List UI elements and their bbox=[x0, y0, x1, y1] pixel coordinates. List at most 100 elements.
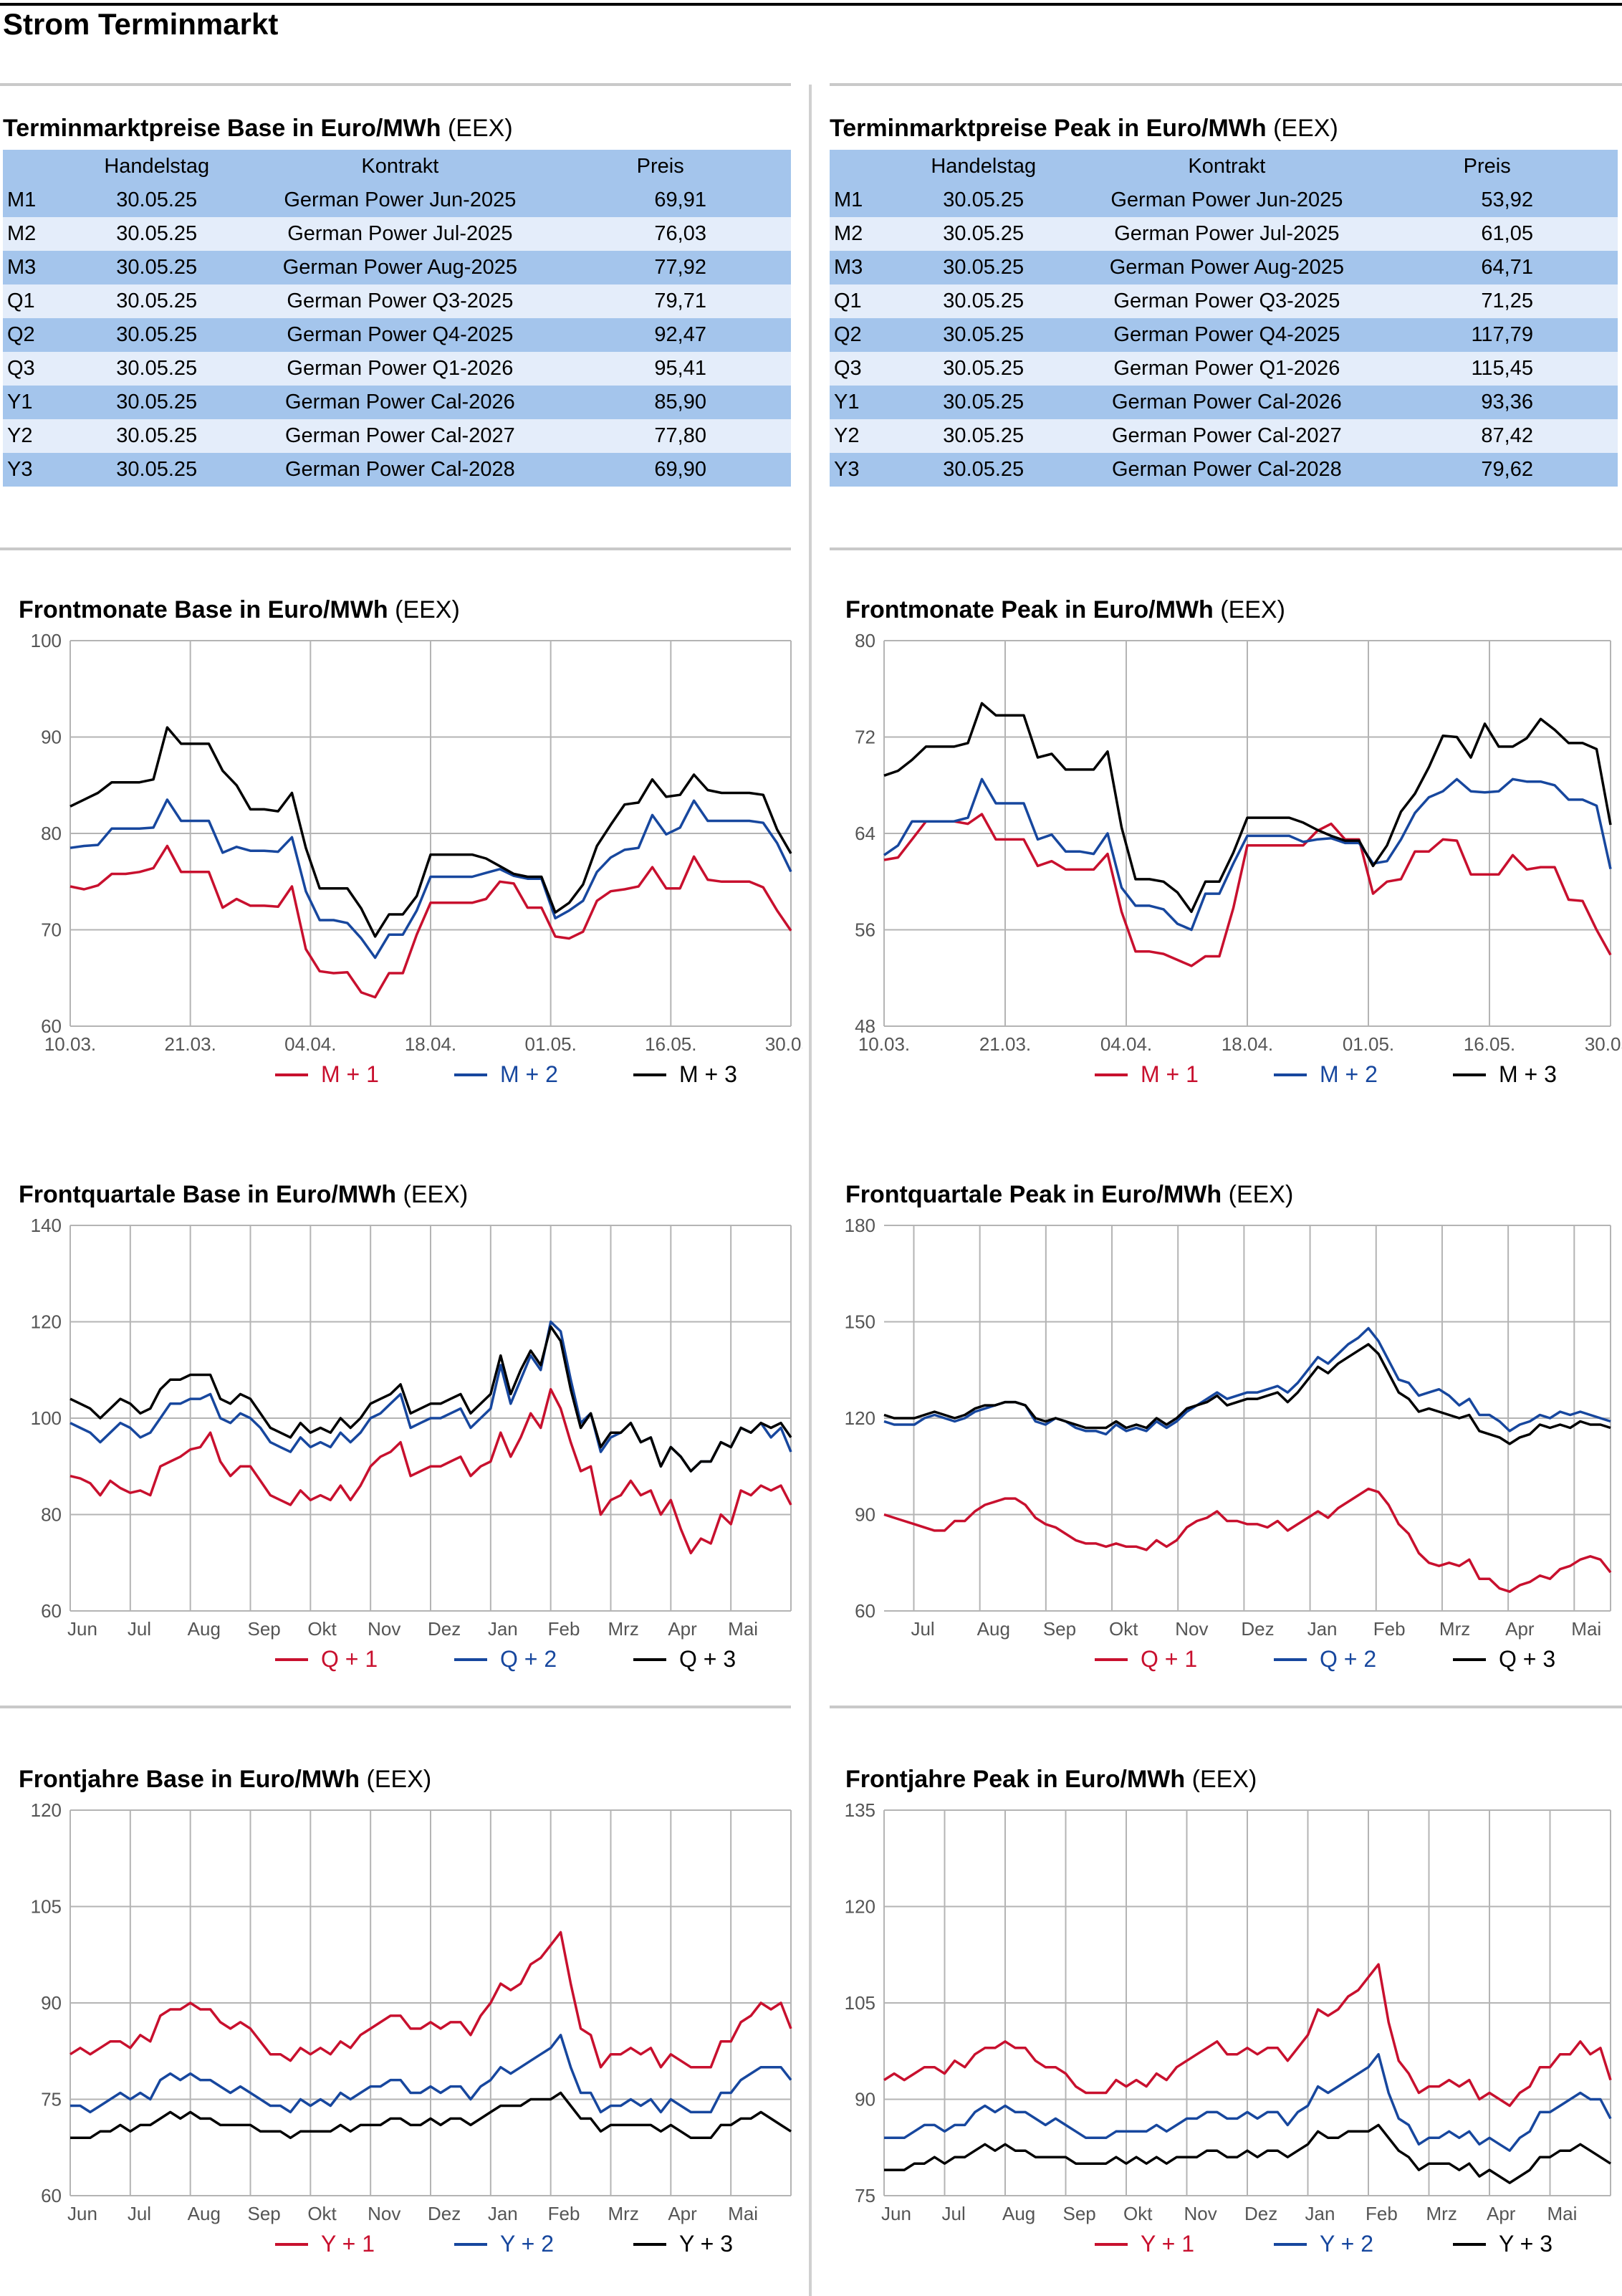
separator bbox=[830, 547, 1622, 550]
chart-title-main: Frontmonate Peak in Euro/MWh bbox=[845, 596, 1214, 623]
legend-label: Q + 2 bbox=[500, 1646, 557, 1672]
legend-label: Y + 1 bbox=[1141, 2231, 1194, 2257]
y-tick-label: 120 bbox=[845, 1407, 875, 1429]
x-tick-label: Apr bbox=[668, 1618, 697, 1640]
y-tick-label: 105 bbox=[845, 1992, 875, 2014]
y-tick-label: 140 bbox=[31, 1215, 62, 1236]
table-row: Q2 30.05.25 German Power Q4-2025 92,47 bbox=[3, 318, 791, 352]
table-cell: 53,92 bbox=[1399, 183, 1618, 217]
x-tick-label: Nov bbox=[368, 1618, 400, 1640]
legend-label: M + 2 bbox=[500, 1061, 558, 1087]
table-cell: German Power Cal-2028 bbox=[1054, 453, 1400, 487]
table-cell: 30.05.25 bbox=[913, 217, 1055, 251]
peak-prices-section: Terminmarktpreise Peak in Euro/MWh (EEX)… bbox=[830, 115, 1618, 487]
chart-svg: Frontmonate Base in Euro/MWh (EEX) 60 70 80… bbox=[19, 596, 817, 1087]
chart-title-main: Frontquartale Base in Euro/MWh bbox=[19, 1181, 396, 1208]
table-header: Handelstag bbox=[913, 150, 1055, 183]
table-cell: 30.05.25 bbox=[913, 251, 1055, 284]
table-cell: 71,25 bbox=[1399, 284, 1618, 318]
chart-frontjahre-base: Frontjahre Base in Euro/MWh (EEX) 60 75 90 1… bbox=[0, 1757, 802, 2287]
x-tick-label: Jul bbox=[911, 1618, 934, 1640]
x-tick-label: Feb bbox=[1373, 1618, 1406, 1640]
series-line-y3 bbox=[70, 2091, 792, 2140]
chart-title-source: (EEX) bbox=[388, 596, 460, 623]
x-tick-label: Dez bbox=[1244, 2203, 1277, 2224]
x-tick-label: Aug bbox=[977, 1618, 1010, 1640]
y-tick-label: 150 bbox=[845, 1311, 875, 1333]
table-cell: 77,92 bbox=[572, 251, 791, 284]
legend-label: Q + 3 bbox=[1499, 1646, 1555, 1672]
x-tick-label: Mai bbox=[1547, 2203, 1578, 2224]
table-cell: German Power Q3-2025 bbox=[227, 284, 573, 318]
x-tick-label: 18.04. bbox=[405, 1033, 456, 1055]
x-tick-label: Jan bbox=[1307, 1618, 1338, 1640]
y-tick-label: 105 bbox=[31, 1896, 62, 1918]
legend-label: Q + 1 bbox=[321, 1646, 378, 1672]
table-cell: 30.05.25 bbox=[86, 386, 228, 419]
table-cell: 69,91 bbox=[572, 183, 791, 217]
y-tick-label: 180 bbox=[845, 1215, 875, 1236]
table-cell: 30.05.25 bbox=[86, 352, 228, 386]
table-cell: 30.05.25 bbox=[86, 453, 228, 487]
x-tick-label: Feb bbox=[548, 1618, 580, 1640]
table-cell: German Power Aug-2025 bbox=[227, 251, 573, 284]
table-cell: German Power Cal-2028 bbox=[227, 453, 573, 487]
y-tick-label: 100 bbox=[31, 630, 62, 651]
y-tick-label: 100 bbox=[31, 1407, 62, 1429]
chart-title-main: Frontquartale Peak in Euro/MWh bbox=[845, 1181, 1222, 1208]
x-tick-label: Feb bbox=[1366, 2203, 1398, 2224]
table-row: Y1 30.05.25 German Power Cal-2026 85,90 bbox=[3, 386, 791, 419]
y-tick-label: 60 bbox=[41, 1015, 62, 1037]
chart-frontquartale-peak: Frontquartale Peak in Euro/MWh (EEX) 60 90… bbox=[824, 1172, 1622, 1703]
legend-label: Y + 3 bbox=[679, 2231, 733, 2257]
x-tick-label: Dez bbox=[428, 1618, 461, 1640]
y-tick-label: 75 bbox=[41, 2089, 62, 2110]
x-tick-label: Jan bbox=[488, 1618, 518, 1640]
x-tick-label: 01.05. bbox=[525, 1033, 577, 1055]
legend-label: Y + 3 bbox=[1499, 2231, 1553, 2257]
table-cell: German Power Jun-2025 bbox=[1054, 183, 1400, 217]
x-tick-label: Sep bbox=[248, 2203, 281, 2224]
legend-label: Q + 3 bbox=[679, 1646, 736, 1672]
table-header: Kontrakt bbox=[1054, 150, 1400, 183]
chart-title-source: (EEX) bbox=[1214, 596, 1285, 623]
series-line-q1 bbox=[883, 1487, 1612, 1593]
series-line-m2 bbox=[69, 798, 792, 960]
x-tick-label: Jun bbox=[67, 1618, 97, 1640]
x-tick-label: 21.03. bbox=[979, 1033, 1031, 1055]
chart-title-source: (EEX) bbox=[360, 1766, 431, 1793]
legend-label: Q + 2 bbox=[1320, 1646, 1376, 1672]
table-cell: M3 bbox=[830, 251, 913, 284]
separator bbox=[0, 83, 791, 86]
table-cell: 79,71 bbox=[572, 284, 791, 318]
chart-title-source: (EEX) bbox=[1185, 1766, 1257, 1793]
x-tick-label: 10.03. bbox=[858, 1033, 910, 1055]
y-tick-label: 48 bbox=[855, 1015, 875, 1037]
x-tick-label: Apr bbox=[668, 2203, 697, 2224]
x-tick-label: Aug bbox=[188, 2203, 221, 2224]
y-tick-label: 56 bbox=[855, 919, 875, 941]
chart-svg: Frontmonate Peak in Euro/MWh (EEX) 48 56 64… bbox=[845, 596, 1622, 1087]
chart-title: Frontmonate Base in Euro/MWh (EEX) bbox=[19, 596, 460, 623]
base-prices-table: Handelstag Kontrakt Preis M1 30.05.25 German … bbox=[3, 150, 791, 487]
y-tick-label: 90 bbox=[855, 2089, 875, 2110]
x-tick-label: Jun bbox=[881, 2203, 911, 2224]
x-tick-label: 04.04. bbox=[284, 1033, 336, 1055]
x-tick-label: Mrz bbox=[608, 2203, 639, 2224]
chart-svg: Frontquartale Base in Euro/MWh (EEX) 60 80… bbox=[19, 1181, 792, 1672]
y-tick-label: 90 bbox=[41, 1992, 62, 2014]
series-line-y2 bbox=[884, 2052, 1612, 2152]
legend-label: Q + 1 bbox=[1141, 1646, 1197, 1672]
table-cell: 69,90 bbox=[572, 453, 791, 487]
x-tick-label: Mrz bbox=[608, 1618, 639, 1640]
series-line-y1 bbox=[883, 1963, 1612, 2108]
y-tick-label: 70 bbox=[41, 919, 62, 941]
table-cell: 30.05.25 bbox=[86, 251, 228, 284]
series-line-q3 bbox=[883, 1343, 1611, 1445]
table-cell: 30.05.25 bbox=[913, 284, 1055, 318]
table-row: M1 30.05.25 German Power Jun-2025 53,92 bbox=[830, 183, 1618, 217]
series-line-m3 bbox=[883, 702, 1612, 914]
y-tick-label: 90 bbox=[41, 727, 62, 748]
x-tick-label: Jan bbox=[1305, 2203, 1335, 2224]
table-cell: Y1 bbox=[3, 386, 87, 419]
